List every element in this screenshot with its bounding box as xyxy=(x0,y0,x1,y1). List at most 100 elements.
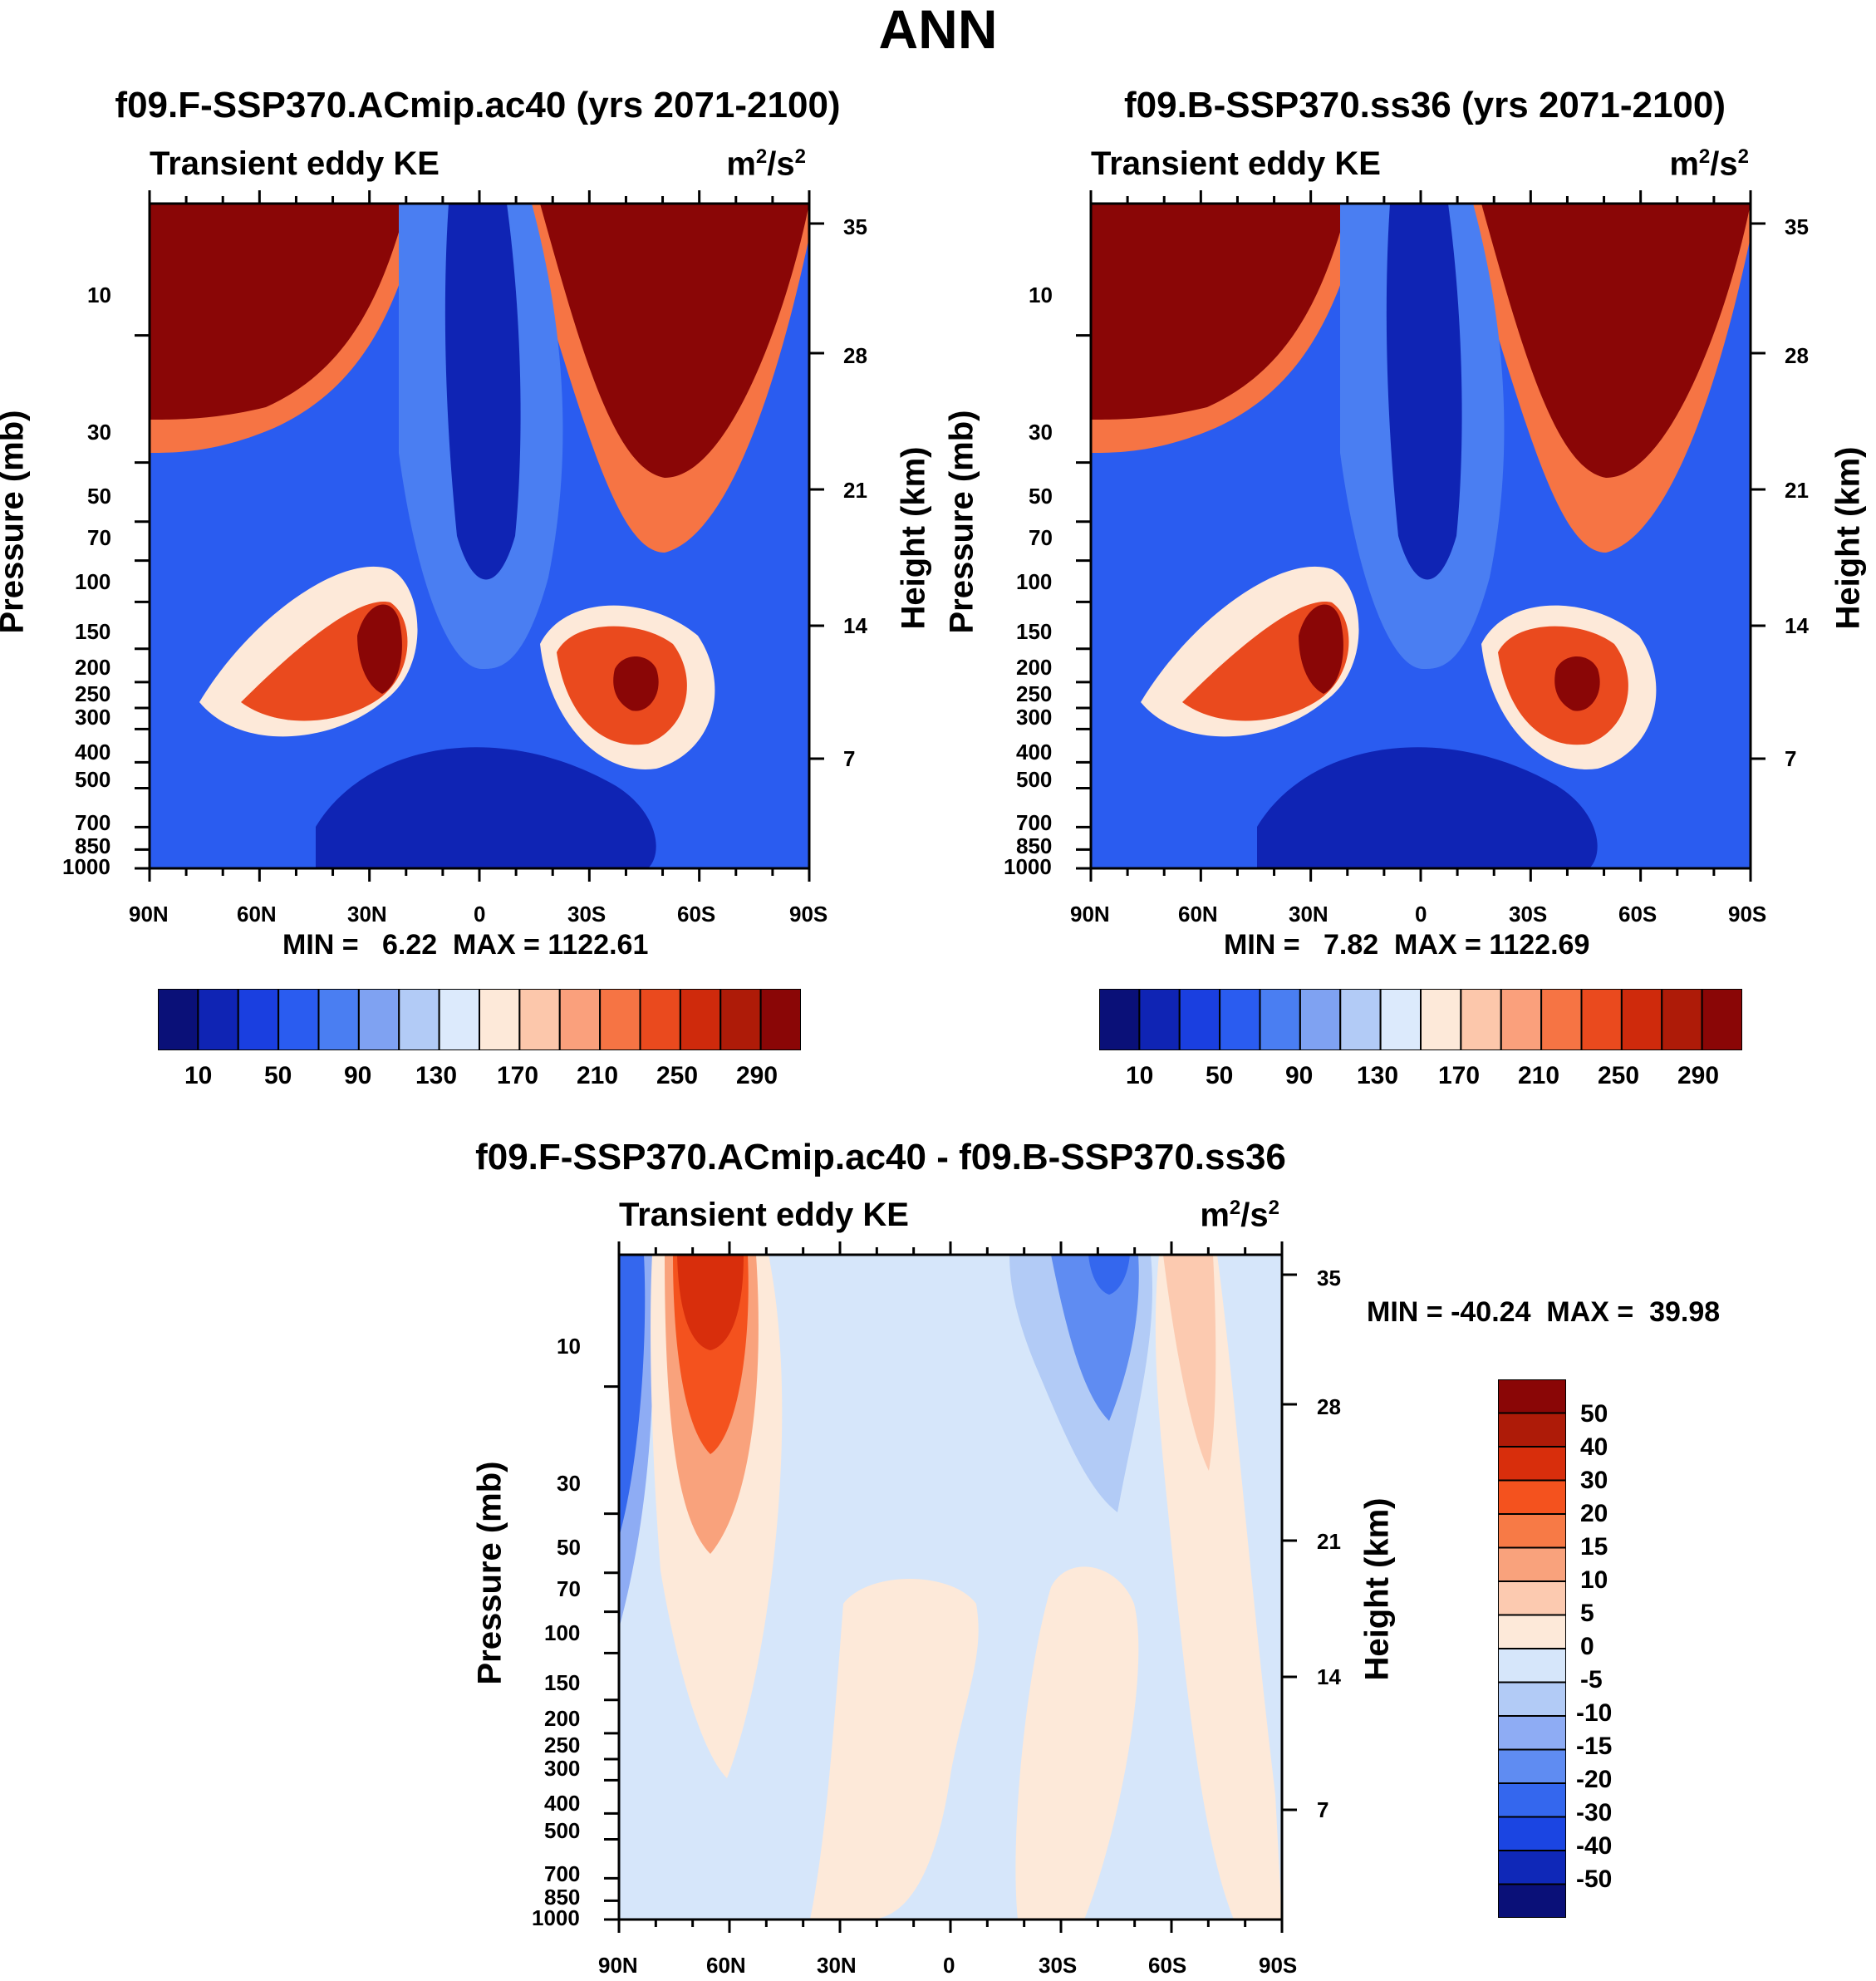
panel2-ytick-12: 850 xyxy=(1016,833,1053,858)
panel2-units-sep: /s xyxy=(1710,145,1738,183)
panel1-yrtick-1: 28 xyxy=(843,343,867,368)
panel1-units-exp2: 2 xyxy=(794,145,806,168)
panel1-xtick-0: 90N xyxy=(129,902,169,927)
panel2-ytick-7: 250 xyxy=(1016,681,1053,706)
panel1-ytick-8: 300 xyxy=(75,705,111,730)
panel2-frame xyxy=(1089,202,1752,870)
panel1-ytick-3: 70 xyxy=(87,525,111,550)
panel3-ytick-1: 30 xyxy=(557,1471,581,1496)
panel1-yrtick-3: 14 xyxy=(843,613,867,638)
panel3-xtick-5: 60S xyxy=(1148,1953,1187,1978)
panel2-ytick-8: 300 xyxy=(1016,705,1053,730)
panel1-units: m2/s2 xyxy=(698,145,806,183)
panel2-colorbar xyxy=(1099,989,1742,1050)
panel2-plot-area xyxy=(1091,204,1751,868)
panel3-colorbar-swatch-15 xyxy=(1498,1883,1566,1918)
panel3-cb-label-4: 15 xyxy=(1580,1533,1608,1561)
panel1-frame xyxy=(148,202,811,870)
panel3-units-base: m xyxy=(1200,1197,1230,1234)
panel1-xtick-6: 90S xyxy=(789,902,828,927)
panel3-xtick-1: 60N xyxy=(706,1953,746,1978)
panel3-units: m2/s2 xyxy=(1171,1197,1279,1234)
panel2-xtick-1: 60N xyxy=(1178,902,1218,927)
panel3-cb-label-6: 5 xyxy=(1580,1600,1594,1627)
panel2-xtick-2: 30N xyxy=(1289,902,1328,927)
panel1-cb-label-7: 290 xyxy=(736,1062,778,1089)
panel3-minmax: MIN = -40.24 MAX = 39.98 xyxy=(1367,1296,1721,1328)
panel3-xtick-2: 30N xyxy=(817,1953,857,1978)
panel1-subtitle: Transient eddy KE xyxy=(150,145,440,182)
panel3-cb-label-14: -50 xyxy=(1576,1865,1613,1893)
panel2-cb-label-4: 170 xyxy=(1438,1062,1481,1089)
panel1-cb-label-6: 250 xyxy=(656,1062,699,1089)
panel1-units-exp1: 2 xyxy=(755,145,768,168)
panel3-ytick-10: 500 xyxy=(544,1818,581,1843)
panel3-title: f09.F-SSP370.ACmip.ac40 - f09.B-SSP370.s… xyxy=(475,1137,1286,1177)
panel3-contour-field xyxy=(619,1255,1282,1920)
panel3-cb-label-3: 20 xyxy=(1580,1500,1608,1527)
panel1-contour-field xyxy=(150,204,809,868)
panel2-ytick-1: 30 xyxy=(1029,420,1053,445)
panel2-xtick-4: 30S xyxy=(1509,902,1548,927)
panel3-units-exp2: 2 xyxy=(1268,1197,1279,1219)
panel2-colorbar-swatch-15 xyxy=(1701,989,1742,1050)
panel1-xtick-1: 60N xyxy=(237,902,277,927)
panel1-ytick-4: 100 xyxy=(75,569,111,594)
panel2-ytick-10: 500 xyxy=(1016,767,1053,792)
panel2-ytick-9: 400 xyxy=(1016,740,1053,764)
panel3-cb-label-13: -40 xyxy=(1576,1832,1613,1860)
panel2-yrtick-4: 7 xyxy=(1785,746,1797,771)
panel3-ytick-8: 300 xyxy=(544,1756,581,1781)
panel1-title: f09.F-SSP370.ACmip.ac40 (yrs 2071-2100) xyxy=(115,85,841,125)
panel1-cb-label-4: 170 xyxy=(497,1062,539,1089)
panel2-cb-label-1: 50 xyxy=(1206,1062,1234,1089)
panel1-colorbar-swatch-10 xyxy=(558,989,602,1050)
panel2-contour-field xyxy=(1091,204,1751,868)
panel2-ytick-11: 700 xyxy=(1016,810,1053,835)
panel1-cb-label-0: 10 xyxy=(184,1062,213,1089)
panel1-ytick-1: 30 xyxy=(87,420,111,445)
panel3-ytick-7: 250 xyxy=(544,1733,581,1757)
panel1-plot-area xyxy=(150,204,809,868)
panel2-xtick-5: 60S xyxy=(1618,902,1657,927)
panel3-ytick-12: 850 xyxy=(544,1885,581,1910)
panel2-ytick-2: 50 xyxy=(1029,484,1053,509)
panel2-cb-label-7: 290 xyxy=(1677,1062,1720,1089)
panel1-ytick-12: 850 xyxy=(75,833,111,858)
panel3-colorbar-swatch-9 xyxy=(1498,1681,1566,1717)
panel2-colorbar-swatch-14 xyxy=(1661,989,1703,1050)
panel2-colorbar-swatch-3 xyxy=(1219,989,1261,1050)
panel2-cb-label-5: 210 xyxy=(1518,1062,1560,1089)
panel3-colorbar-swatch-7 xyxy=(1498,1614,1566,1649)
panel3-yrtick-3: 14 xyxy=(1317,1664,1341,1689)
panel2-units-exp2: 2 xyxy=(1737,145,1749,168)
panel3-ytick-6: 200 xyxy=(544,1706,581,1731)
panel3-cb-label-10: -15 xyxy=(1576,1733,1613,1760)
panel3-ytick-5: 150 xyxy=(544,1670,581,1695)
panel1-colorbar-swatch-15 xyxy=(759,989,801,1050)
panel1-yrtick-4: 7 xyxy=(843,746,856,771)
panel1-colorbar-swatch-6 xyxy=(398,989,440,1050)
panel3-ytick-3: 70 xyxy=(557,1576,581,1601)
panel2-ytick-4: 100 xyxy=(1016,569,1053,594)
panel1-ytick-0: 10 xyxy=(87,283,111,307)
panel3-xtick-3: 0 xyxy=(943,1953,955,1978)
panel3-yrtick-1: 28 xyxy=(1317,1394,1341,1419)
panel3-ytick-9: 400 xyxy=(544,1791,581,1816)
panel2-xtick-6: 90S xyxy=(1728,902,1767,927)
panel3-subtitle: Transient eddy KE xyxy=(619,1197,909,1233)
panel3-ytick-13: 1000 xyxy=(532,1905,580,1930)
panel3-frame xyxy=(617,1253,1284,1921)
panel3-cb-label-5: 10 xyxy=(1580,1566,1608,1594)
panel3-xtick-6: 90S xyxy=(1259,1953,1298,1978)
panel2-ytick-0: 10 xyxy=(1029,283,1053,307)
panel1-yrtick-2: 21 xyxy=(843,478,867,503)
panel3-units-sep: /s xyxy=(1240,1197,1269,1234)
panel2-ytick-3: 70 xyxy=(1029,525,1053,550)
panel2-yrtick-2: 21 xyxy=(1785,478,1809,503)
panel1-ytick-7: 250 xyxy=(75,681,111,706)
panel1-ytick-9: 400 xyxy=(75,740,111,764)
panel2-xtick-0: 90N xyxy=(1070,902,1110,927)
panel3-units-exp1: 2 xyxy=(1229,1197,1241,1219)
panel1-minmax: MIN = 6.22 MAX = 1122.61 xyxy=(282,929,649,961)
